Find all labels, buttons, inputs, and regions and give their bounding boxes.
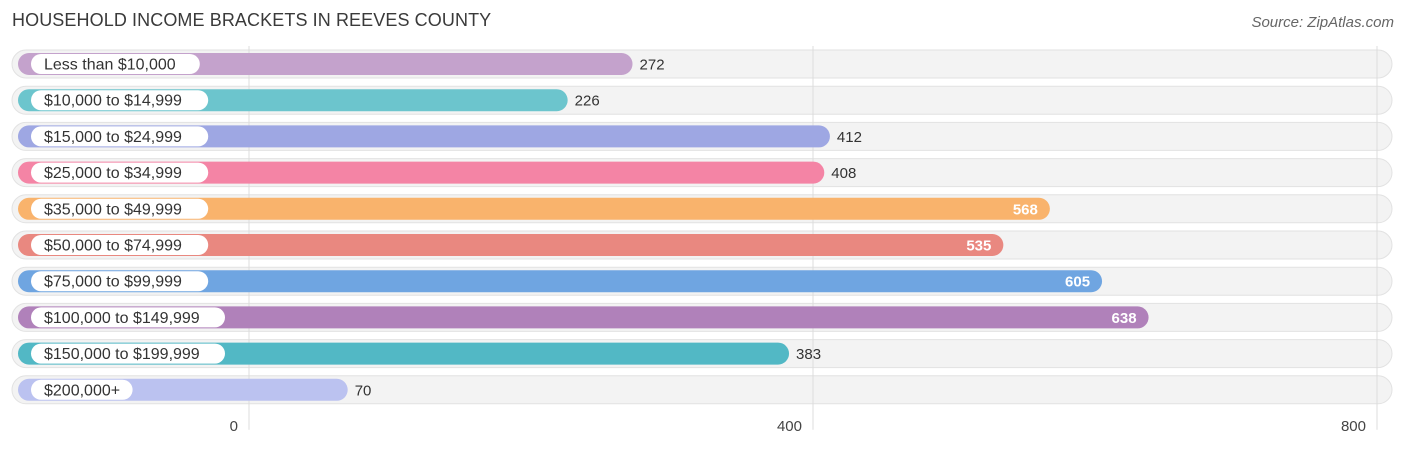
category-label-pill bbox=[31, 343, 225, 364]
bar bbox=[18, 197, 1050, 220]
value-label: 408 bbox=[831, 165, 856, 182]
value-label: 272 bbox=[640, 57, 665, 74]
x-tick-label: 800 bbox=[1341, 418, 1366, 435]
value-label: 383 bbox=[796, 346, 821, 363]
category-label-pill bbox=[31, 271, 209, 292]
category-label-pill bbox=[31, 198, 209, 219]
category-label: $10,000 to $14,999 bbox=[44, 93, 182, 110]
category-label: $35,000 to $49,999 bbox=[44, 201, 182, 218]
category-label: $100,000 to $149,999 bbox=[44, 310, 200, 327]
value-label: 605 bbox=[1065, 274, 1090, 291]
chart-title: HOUSEHOLD INCOME BRACKETS IN REEVES COUN… bbox=[12, 10, 492, 30]
category-label: $150,000 to $199,999 bbox=[44, 346, 200, 363]
category-label: Less than $10,000 bbox=[44, 57, 176, 74]
category-label-pill bbox=[31, 90, 209, 111]
category-label: $25,000 to $34,999 bbox=[44, 165, 182, 182]
bar bbox=[18, 234, 1004, 256]
category-label-pill bbox=[31, 235, 209, 255]
category-label: $200,000+ bbox=[44, 382, 120, 399]
chart-source: Source: ZipAtlas.com bbox=[1251, 14, 1394, 31]
value-label: 638 bbox=[1112, 310, 1137, 327]
bars: Less than $10,000 272 $10,000 to $14,999 22… bbox=[18, 53, 1149, 401]
bar bbox=[18, 125, 830, 148]
category-label-pill bbox=[31, 54, 200, 74]
value-label: 226 bbox=[575, 93, 600, 110]
category-label-pill bbox=[31, 162, 209, 183]
category-label-pill bbox=[31, 126, 209, 147]
category-label: $50,000 to $74,999 bbox=[44, 238, 182, 255]
category-label-pill bbox=[31, 379, 133, 400]
value-label: 535 bbox=[966, 238, 991, 255]
value-label: 412 bbox=[837, 129, 862, 146]
category-label-pill bbox=[31, 307, 225, 328]
bar bbox=[18, 306, 1149, 329]
value-label: 568 bbox=[1013, 201, 1038, 218]
x-axis: 0 400 800 bbox=[230, 418, 1366, 435]
x-tick-label: 400 bbox=[777, 418, 802, 435]
bar bbox=[18, 270, 1103, 293]
value-label: 70 bbox=[355, 382, 372, 399]
x-tick-label: 0 bbox=[230, 418, 238, 435]
row-track bbox=[11, 375, 1393, 405]
bar bbox=[18, 161, 825, 184]
category-label: $75,000 to $99,999 bbox=[44, 274, 182, 291]
category-label: $15,000 to $24,999 bbox=[44, 129, 182, 146]
